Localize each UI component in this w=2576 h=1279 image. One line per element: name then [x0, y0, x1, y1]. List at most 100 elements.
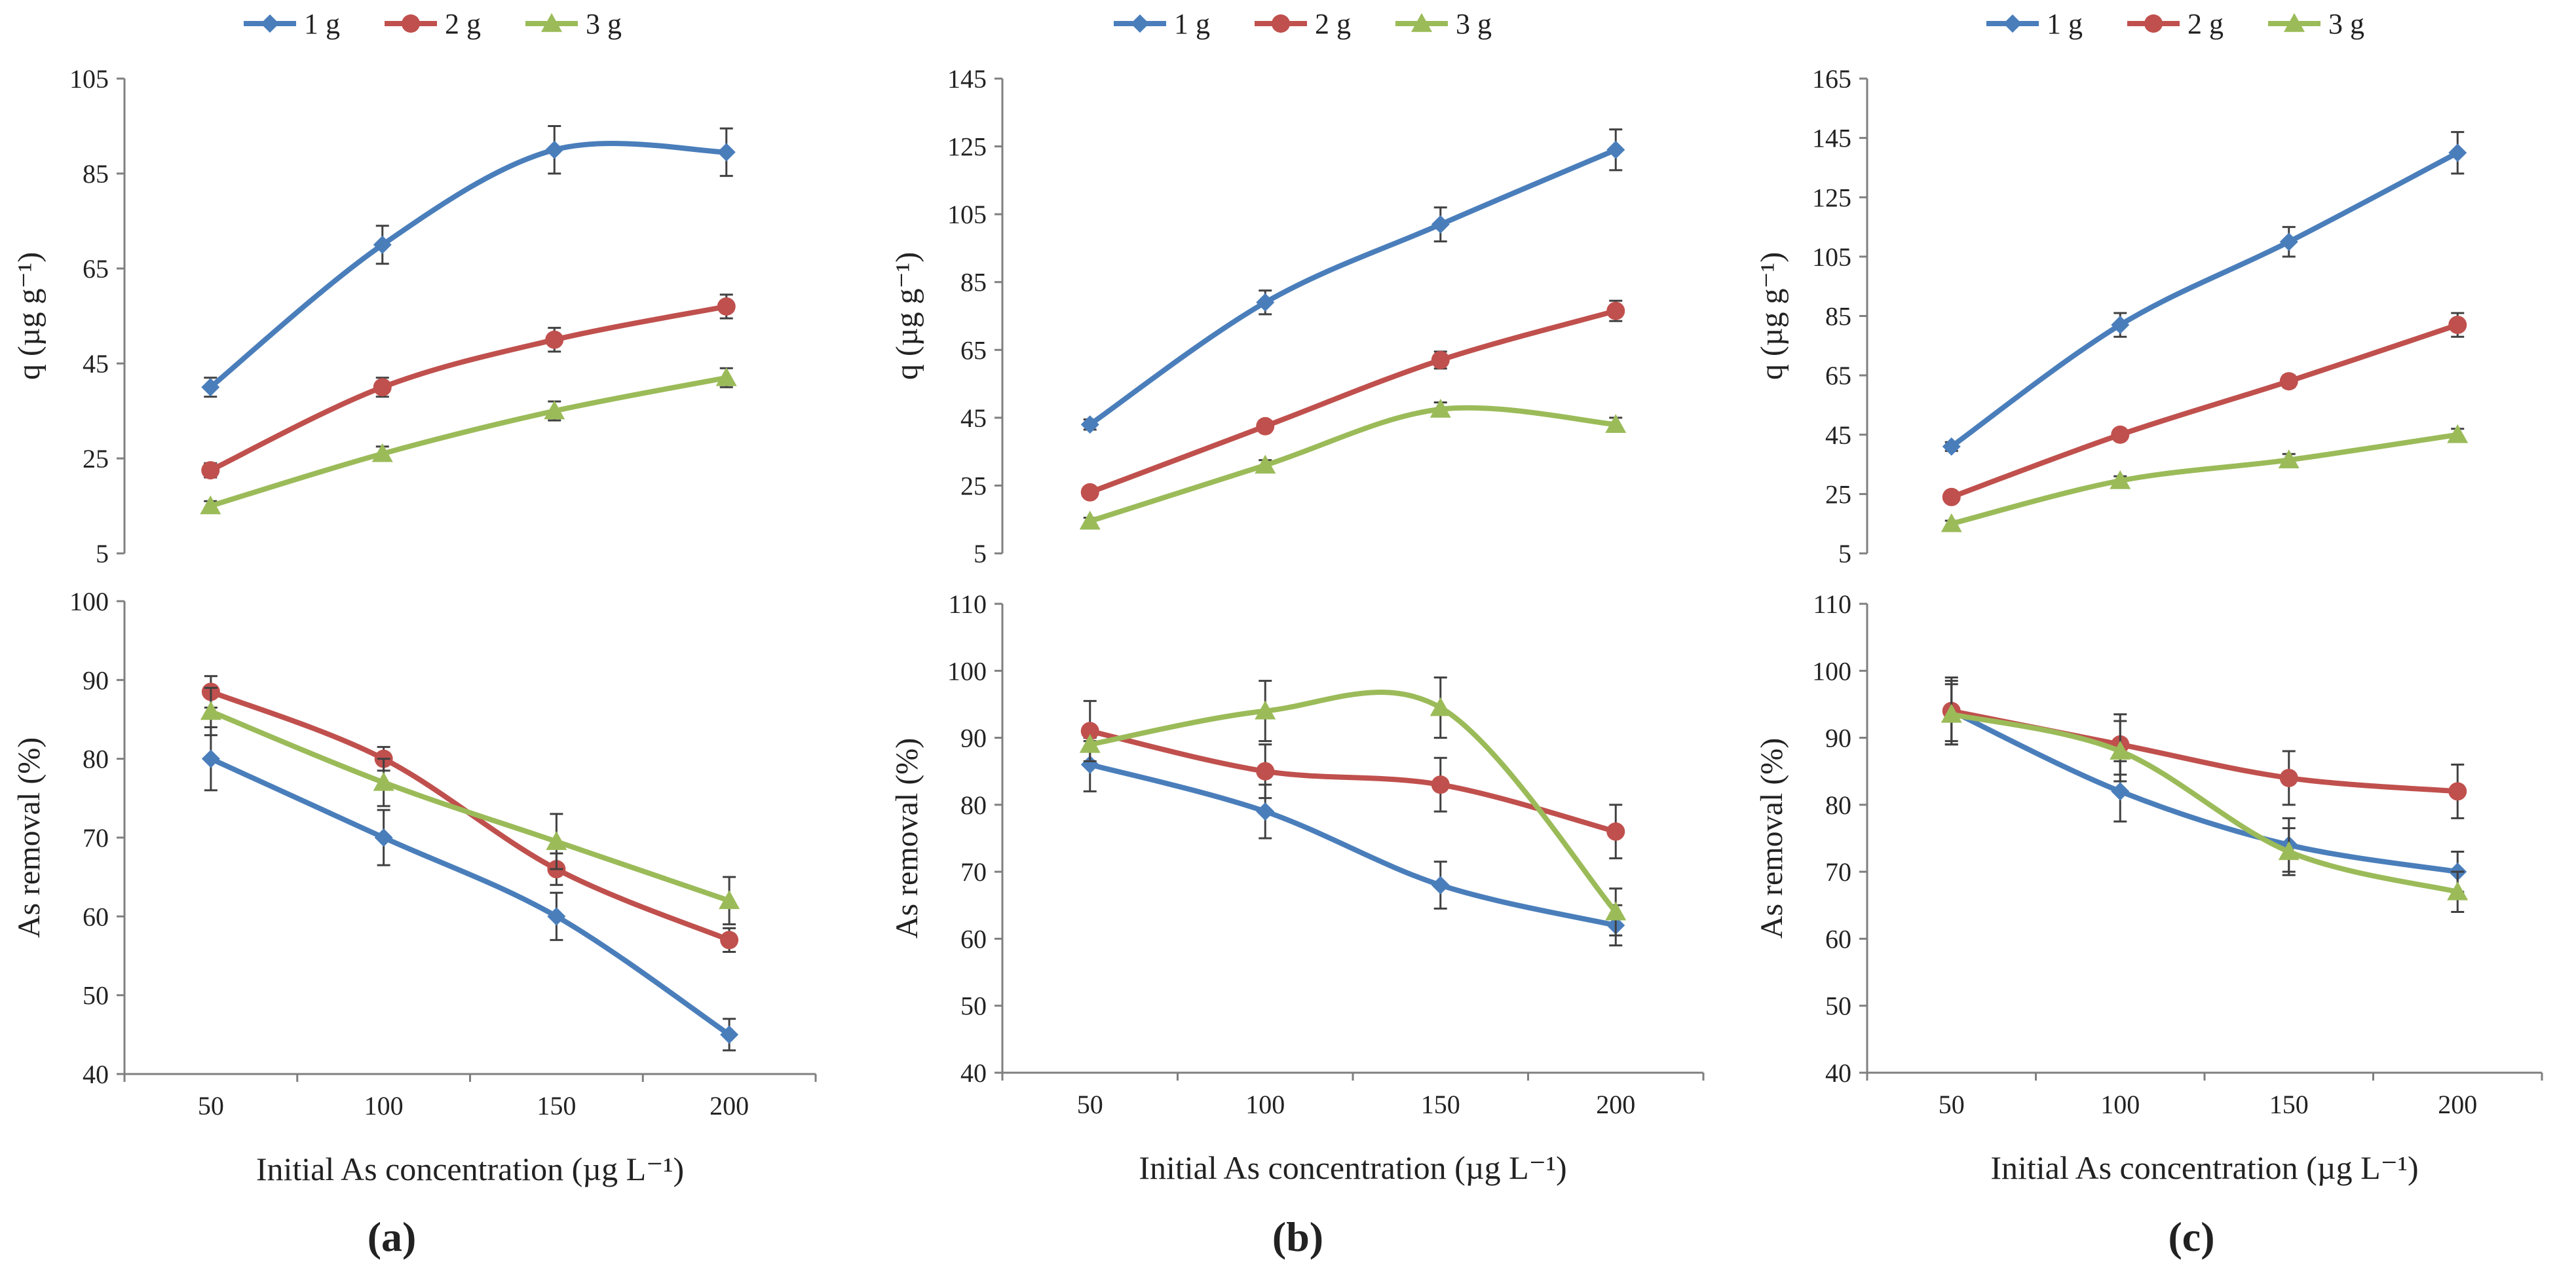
data-point: [717, 297, 736, 316]
data-point: [1079, 733, 1101, 753]
series-line: [208, 756, 732, 1037]
y-tick-label: 165: [1812, 64, 1851, 94]
y-tick-label: 60: [960, 924, 987, 954]
data-point: [545, 140, 564, 159]
y-tick-label: 90: [1825, 724, 1851, 753]
data-point: [2448, 143, 2467, 162]
y-tick-label: 110: [948, 589, 987, 619]
data-point: [2279, 232, 2298, 251]
data-point: [373, 235, 392, 254]
y-tick-label: 40: [960, 1058, 987, 1088]
series-2g: [1080, 299, 1625, 502]
y-tick-label: 145: [1812, 124, 1851, 153]
y-tick-label: 65: [1825, 361, 1851, 390]
data-point: [1255, 700, 1276, 720]
series-line: [1087, 308, 1619, 495]
y-tick-label: 40: [1825, 1058, 1851, 1088]
y-tick-label: 85: [83, 159, 109, 189]
y-tick-label: 5: [1838, 539, 1851, 568]
chart-a-top: 5 25 45 65 85 105 q (µg g⁻¹): [12, 64, 737, 568]
y-tick-label: 80: [83, 745, 109, 774]
legend-marker: [261, 14, 279, 33]
x-axis-label: Initial As concentration (µg L⁻¹): [1990, 1149, 2418, 1186]
data-point: [1255, 454, 1276, 474]
x-tick-label: 150: [537, 1091, 576, 1121]
data-point: [2447, 424, 2469, 443]
y-tick-label: 5: [974, 539, 987, 568]
x-tick-label: 50: [198, 1091, 224, 1121]
data-point: [2278, 449, 2300, 469]
legend-b: 1 g 2 g 3 g: [1114, 8, 1492, 40]
series-line: [208, 304, 729, 473]
legend-marker: [1272, 14, 1290, 33]
series-1g: [1942, 131, 2467, 456]
data-point: [1942, 437, 1961, 456]
legend-marker: [2144, 14, 2163, 33]
data-point: [1079, 510, 1101, 530]
data-point: [1431, 775, 1450, 794]
y-tick-label: 70: [83, 823, 109, 853]
data-point: [2111, 425, 2130, 444]
x-tick-label: 200: [1596, 1090, 1635, 1119]
series-3g: [1079, 677, 1627, 936]
labels: (a) (b) (c): [368, 1214, 2215, 1260]
legend-label: 2 g: [2188, 8, 2224, 40]
legend-label: 1 g: [1174, 8, 1210, 40]
series-line: [1948, 322, 2461, 500]
data-point: [544, 400, 565, 420]
chart-b-top: 5 25 45 65 85 105 125 145 q (µg g⁻¹): [890, 64, 1627, 568]
data-point: [1431, 876, 1450, 895]
y-tick-label: 125: [947, 132, 987, 162]
data-point: [2278, 841, 2300, 861]
y-tick-label: 90: [83, 665, 109, 695]
legend-marker: [541, 13, 562, 32]
data-point: [2111, 316, 2130, 335]
data-point: [201, 749, 220, 768]
data-point: [1256, 762, 1275, 781]
y-axis-label: q (µg g⁻¹): [1754, 252, 1789, 380]
x-tick-label: 150: [1421, 1090, 1460, 1119]
x-axis-label: Initial As concentration (µg L⁻¹): [1139, 1149, 1566, 1186]
data-point: [1256, 417, 1275, 436]
data-point: [1605, 414, 1627, 434]
y-axis-label: q (µg g⁻¹): [890, 252, 924, 380]
data-point: [1605, 901, 1627, 921]
series-1g: [201, 125, 736, 398]
panel-label: (a): [368, 1214, 417, 1260]
y-tick-label: 105: [1812, 242, 1851, 272]
x-tick-label: 100: [364, 1091, 404, 1121]
data-point: [1431, 350, 1450, 369]
legend-label: 1 g: [2047, 8, 2083, 40]
data-point: [1431, 215, 1450, 234]
y-tick-label: 65: [960, 335, 987, 365]
y-tick-label: 125: [1812, 183, 1851, 212]
data-point: [1430, 697, 1451, 716]
data-point: [373, 771, 394, 791]
y-tick-label: 85: [960, 268, 987, 297]
y-tick-label: 45: [83, 349, 109, 379]
x-tick-label: 50: [1939, 1090, 1965, 1119]
data-point: [1256, 802, 1275, 821]
x-tick-label: 200: [2438, 1090, 2477, 1119]
x-tick-label: 100: [1245, 1090, 1285, 1119]
data-point: [201, 378, 220, 397]
legend-label: 3 g: [2328, 8, 2364, 40]
y-tick-label: 50: [1825, 992, 1851, 1021]
data-point: [1606, 822, 1625, 841]
data-point: [717, 143, 736, 162]
legend-marker: [1131, 14, 1149, 33]
y-tick-label: 100: [947, 656, 987, 686]
y-tick-label: 70: [960, 857, 987, 887]
y-tick-label: 90: [960, 724, 987, 753]
legend-c: 1 g 2 g 3 g: [1986, 8, 2364, 40]
legends: 1 g 2 g 3 g 1 g 2 g 3 g 1 g 2 g 3 g: [244, 8, 2364, 40]
series-1g: [201, 726, 739, 1052]
data-point: [545, 330, 564, 349]
data-point: [2110, 470, 2131, 489]
legend-marker: [2003, 14, 2022, 33]
y-tick-label: 65: [83, 254, 109, 284]
data-point: [2448, 782, 2467, 801]
y-tick-label: 45: [1825, 420, 1851, 450]
data-point: [373, 378, 392, 397]
